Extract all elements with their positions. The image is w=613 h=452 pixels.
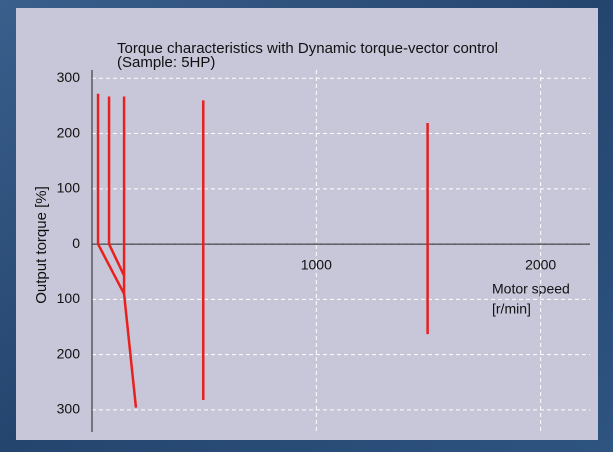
x-axis-label-unit: [r/min] [492, 301, 531, 317]
x-axis-label: Motor speed [492, 281, 570, 297]
panel [16, 8, 598, 440]
y-tick-label: 100 [57, 290, 81, 306]
x-tick-label: 1000 [301, 257, 332, 273]
y-tick-label: 0 [72, 235, 80, 251]
x-tick-label: 2000 [525, 257, 556, 273]
y-tick-label: 200 [57, 124, 81, 140]
y-axis-label: Output torque [%] [33, 186, 50, 304]
y-tick-label: 300 [57, 69, 81, 85]
chart-subtitle: (Sample: 5HP) [117, 54, 215, 71]
y-tick-label: 300 [57, 401, 81, 417]
torque-line [107, 96, 126, 277]
y-tick-label: 100 [57, 180, 81, 196]
y-tick-label: 200 [57, 345, 81, 361]
torque-line [96, 93, 126, 295]
chart-title: Torque characteristics with Dynamic torq… [117, 40, 498, 57]
torque-line [122, 96, 138, 408]
